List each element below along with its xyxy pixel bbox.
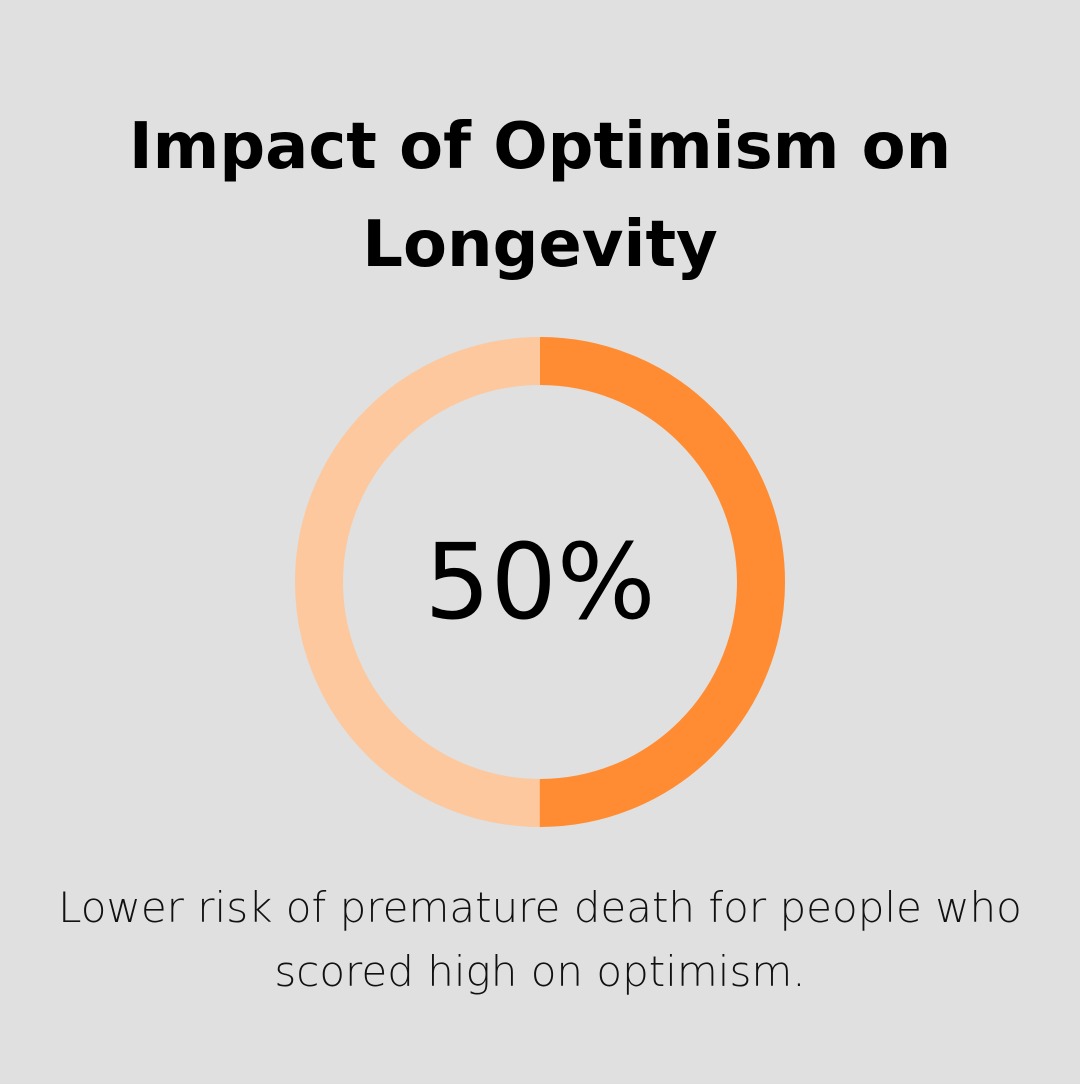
- chart-description: Lower risk of premature death for people…: [58, 883, 1022, 996]
- donut-value-label: 50%: [424, 521, 656, 643]
- chart-title: Impact of Optimism on Longevity: [128, 110, 952, 282]
- donut-value-arc: [295, 337, 785, 827]
- donut-chart: [295, 337, 785, 827]
